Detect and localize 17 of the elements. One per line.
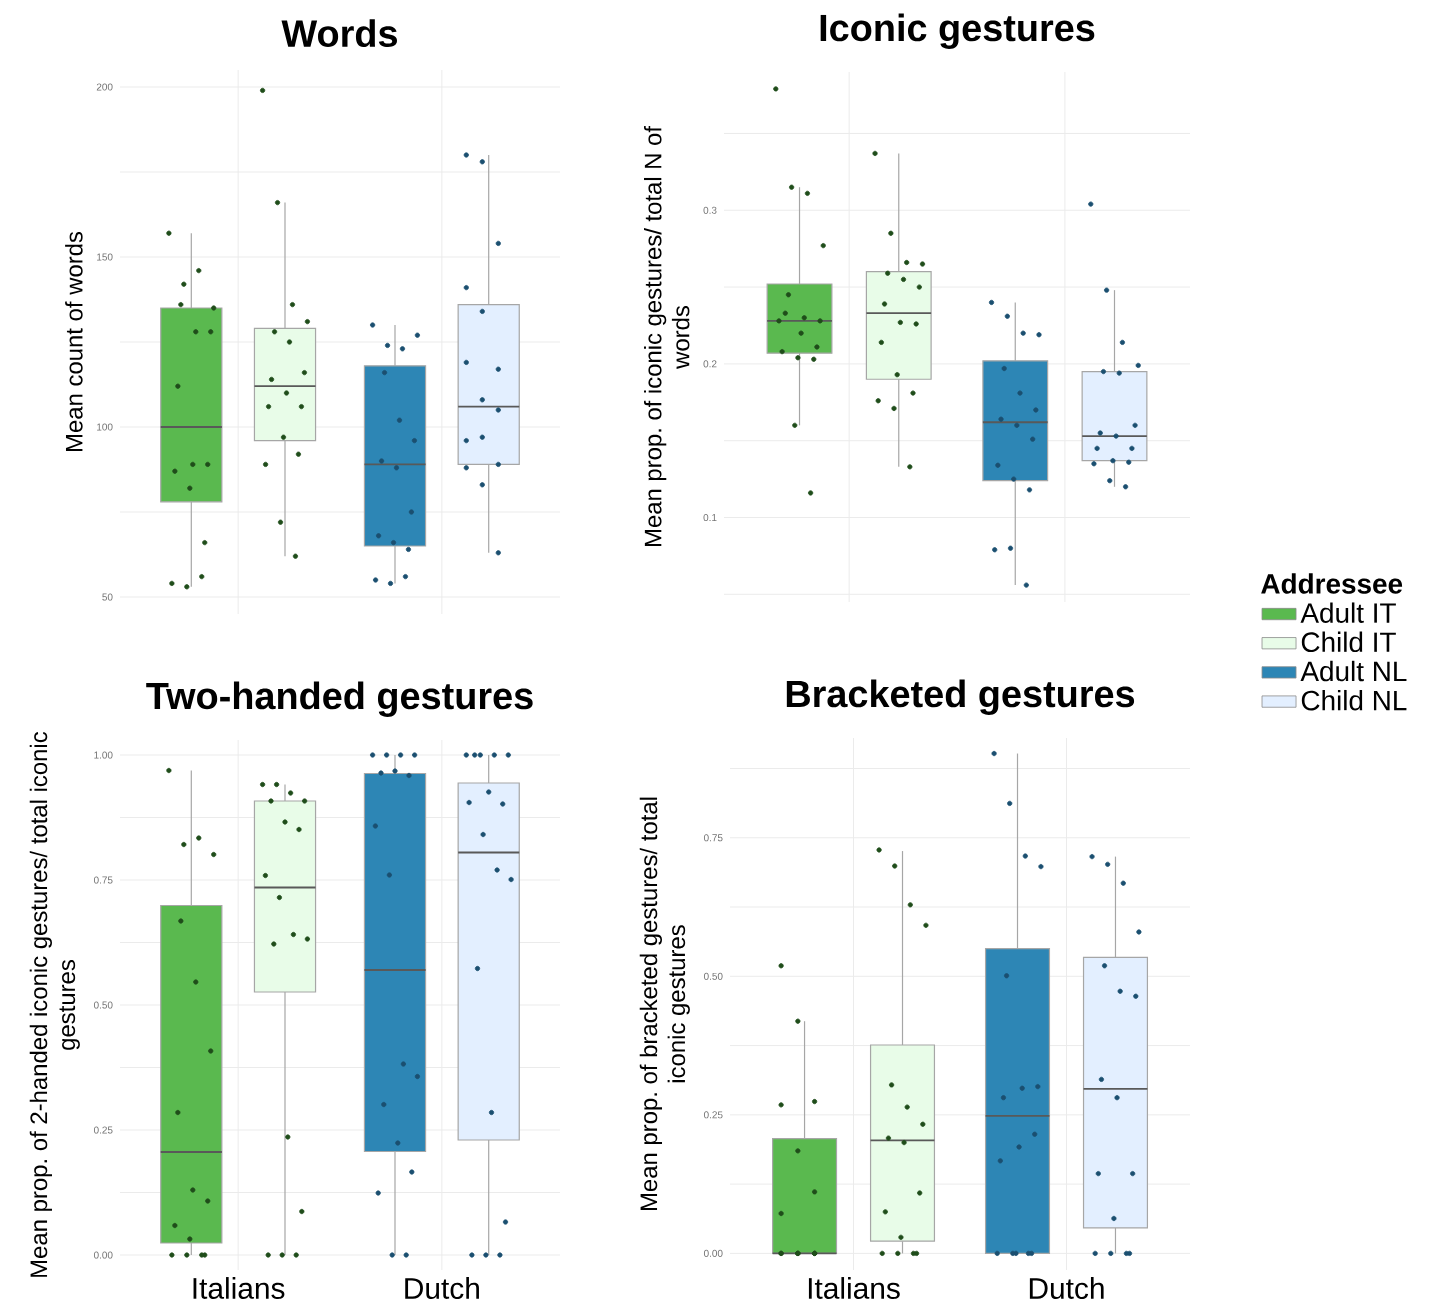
x-tick-label: Italians: [808, 1277, 900, 1299]
legend-label: Adult NL: [1300, 660, 1407, 682]
chart-title: Two-handed gestures: [146, 681, 533, 718]
legend-label: Child IT: [1301, 631, 1396, 653]
y-axis-title: Mean prop. of iconic gestures/ total N of words: [644, 126, 690, 547]
x-tick-label: Italians: [193, 1277, 285, 1299]
legend-label: Adult IT: [1300, 602, 1396, 623]
y-axis-title: Mean prop. of bracketed gestures/ total iconic gestures: [639, 797, 690, 1211]
x-tick-label: Dutch: [1029, 1277, 1104, 1299]
x-tick-label: Dutch: [405, 1277, 479, 1299]
chart-title: Words: [281, 19, 397, 48]
y-axis-title: Mean prop. of 2-handed iconic gestures/ total iconic gestures: [29, 731, 80, 1277]
legend-title: Addressee: [1261, 573, 1403, 594]
legend-label: Child NL: [1301, 689, 1407, 711]
chart-title: Iconic gestures: [820, 13, 1095, 50]
chart-title: Bracketed gestures: [786, 679, 1135, 716]
y-axis-title: Mean count of words: [65, 231, 83, 452]
